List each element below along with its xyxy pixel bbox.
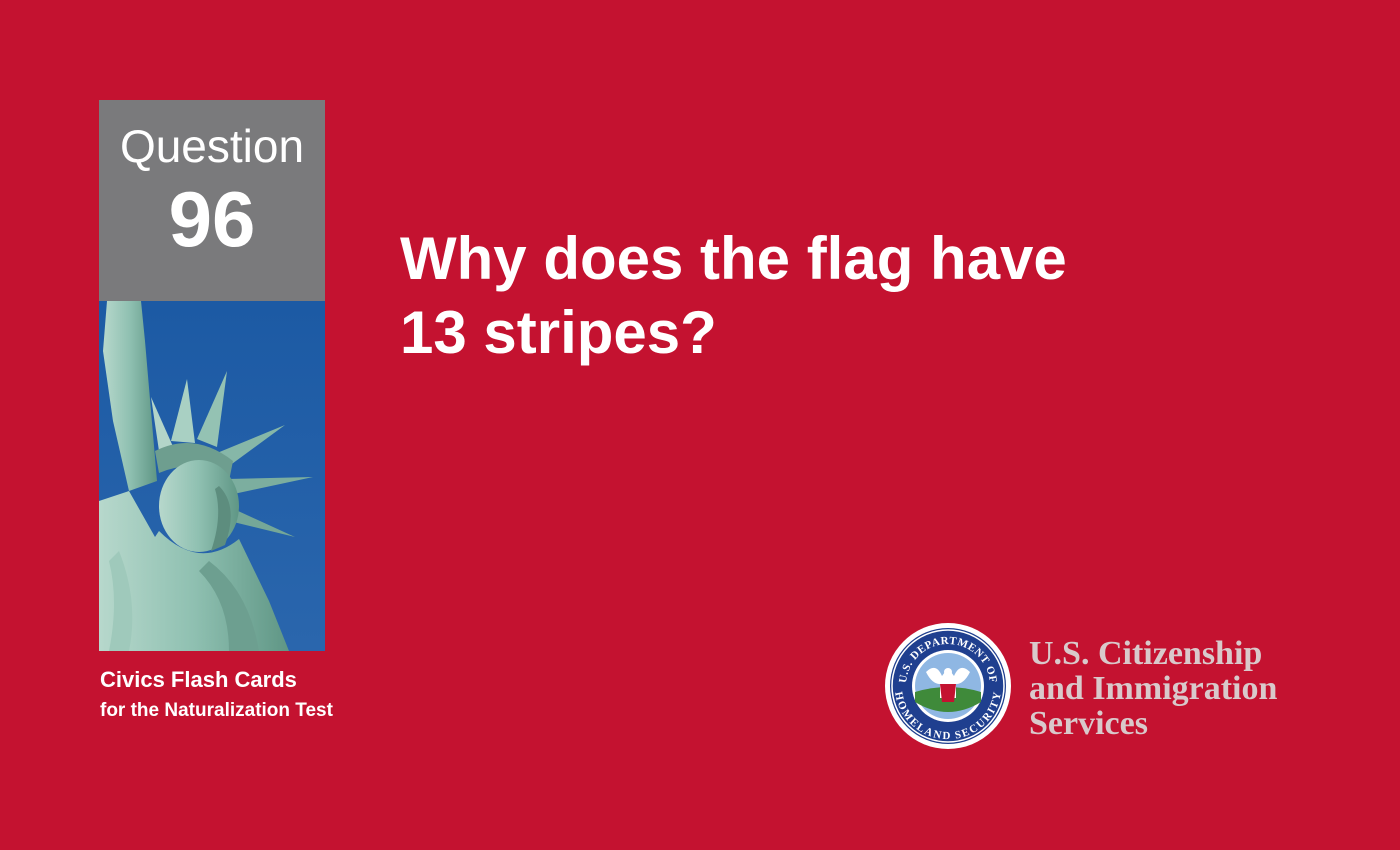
statue-of-liberty-photo bbox=[99, 301, 325, 651]
question-number-box: Question 96 bbox=[99, 100, 325, 301]
question-number: 96 bbox=[168, 175, 256, 263]
question-text: Why does the flag have 13 stripes? bbox=[400, 222, 1300, 370]
agency-name: U.S. Citizenship and Immigration Service… bbox=[1029, 636, 1277, 741]
question-line-1: Why does the flag have bbox=[400, 225, 1067, 292]
agency-line-2: and Immigration bbox=[1029, 670, 1278, 707]
question-label: Question bbox=[119, 120, 305, 172]
series-title: Civics Flash Cards bbox=[100, 667, 297, 692]
agency-line-1: U.S. Citizenship bbox=[1029, 635, 1263, 672]
question-line-2: 13 stripes? bbox=[400, 299, 717, 366]
dhs-seal-icon: U.S. DEPARTMENT OF HOMELAND SECURITY bbox=[884, 622, 1012, 750]
agency-line-3: Services bbox=[1029, 705, 1148, 742]
series-subtitle: for the Naturalization Test bbox=[100, 700, 333, 721]
